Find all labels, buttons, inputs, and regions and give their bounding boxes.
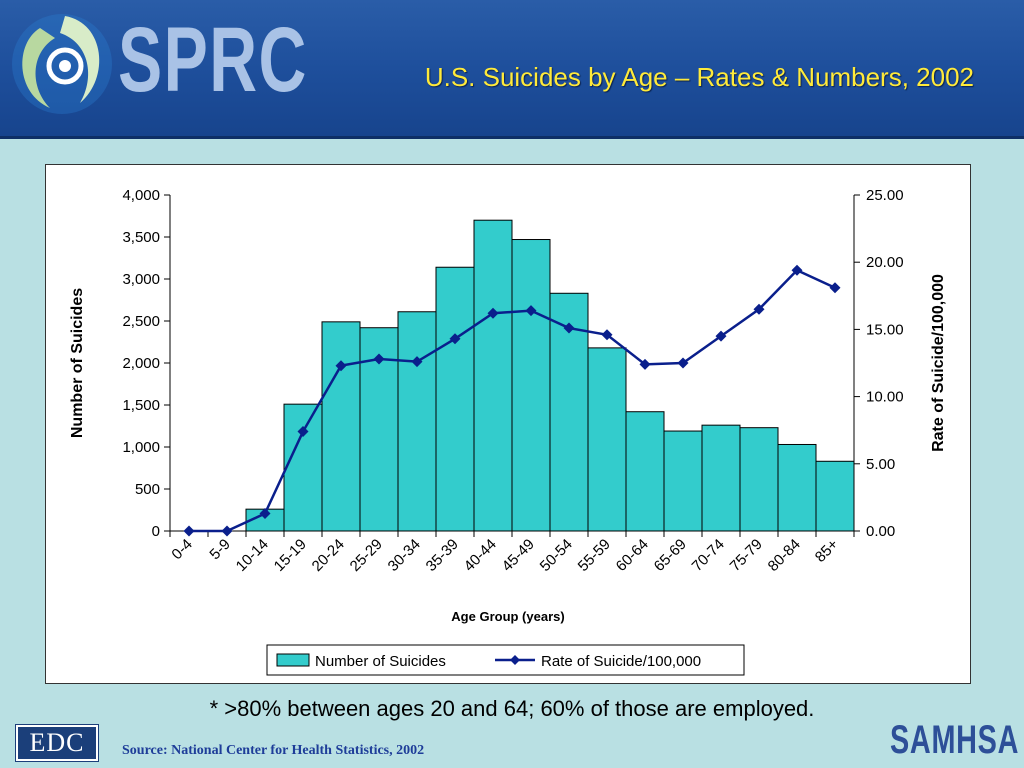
bar-70-74 (701, 424, 741, 532)
x-tick-label: 85+ (812, 536, 842, 566)
y-tick-label: 2,500 (122, 313, 160, 330)
sprc-logo-text: SPRC (118, 9, 308, 111)
bar-45-49 (511, 239, 551, 532)
x-tick-label: 80-84 (765, 536, 804, 575)
rate-point-60-64 (639, 358, 651, 370)
rate-point-85+ (829, 282, 841, 294)
x-axis-title: Age Group (years) (451, 609, 564, 624)
bar-65-69 (663, 430, 703, 532)
rate-point-5-9 (221, 525, 233, 537)
rate-point-10-14 (259, 508, 271, 520)
y2-axis-title: Rate of Suicide/100,000 (930, 274, 947, 452)
bar-40-44 (473, 219, 513, 532)
y2-tick-label: 0.00 (866, 523, 895, 540)
y-tick-label: 1,000 (122, 439, 160, 456)
rate-point-70-74 (715, 330, 727, 342)
x-tick-label: 35-39 (423, 536, 462, 575)
x-tick-label: 30-34 (385, 536, 424, 575)
rate-point-65-69 (677, 357, 689, 369)
footnote: * >80% between ages 20 and 64; 60% of th… (209, 696, 815, 721)
sprc-swirl-logo-icon (12, 14, 112, 114)
x-tick-label: 75-79 (727, 536, 766, 575)
rate-point-80-84 (791, 264, 803, 276)
rate-line (189, 268, 836, 533)
x-tick-label: 65-69 (651, 536, 690, 575)
legend-label-line: Rate of Suicide/100,000 (541, 653, 701, 670)
bar-85+ (815, 460, 855, 532)
bar-75-79 (739, 427, 779, 532)
legend-swatch-marker (510, 655, 520, 665)
source-note: Source: National Center for Health Stati… (122, 743, 425, 758)
rate-point-40-44 (487, 307, 499, 319)
y2-tick-label: 25.00 (866, 187, 904, 204)
y-tick-label: 2,000 (122, 355, 160, 372)
bar-35-39 (435, 266, 475, 532)
rate-point-50-54 (563, 322, 575, 334)
x-tick-label: 40-44 (461, 536, 500, 575)
x-tick-label: 0-4 (168, 536, 195, 563)
y-tick-label: 3,500 (122, 229, 160, 246)
bar-80-84 (777, 443, 817, 532)
x-tick-label: 25-29 (347, 536, 386, 575)
x-tick-label: 55-59 (575, 536, 614, 575)
rate-point-30-34 (411, 356, 423, 368)
y-tick-label: 1,500 (122, 397, 160, 414)
rate-point-45-49 (525, 305, 537, 317)
x-tick-label: 50-54 (537, 536, 576, 575)
bar-55-59 (587, 347, 627, 532)
rate-point-15-19 (297, 426, 309, 438)
y2-tick-label: 5.00 (866, 456, 895, 473)
x-tick-label: 5-9 (206, 536, 233, 563)
chart-container: 0 500 1,000 1,500 2,000 2,500 3,000 3,500 4,000 0… (45, 164, 971, 684)
bar-20-24 (321, 321, 361, 532)
slide-title: U.S. Suicides by Age – Rates & Numbers, … (424, 62, 974, 92)
bar-15-19 (283, 403, 323, 532)
bar-30-34 (397, 311, 437, 532)
bar-60-64 (625, 411, 665, 532)
rate-point-75-79 (753, 303, 765, 315)
legend-label-bars: Number of Suicides (315, 653, 446, 670)
y2-tick-label: 10.00 (866, 389, 904, 406)
x-tick-label: 10-14 (233, 536, 272, 575)
y-tick-label: 3,000 (122, 271, 160, 288)
rate-point-35-39 (449, 333, 461, 345)
x-tick-label: 15-19 (271, 536, 310, 575)
y-tick-label: 500 (135, 481, 160, 498)
rate-point-55-59 (601, 329, 613, 341)
y2-tick-label: 15.00 (866, 321, 904, 338)
slide-header: SPRC U.S. Suicides by Age – Rates & Numb… (0, 0, 1024, 139)
y-tick-label: 4,000 (122, 187, 160, 204)
combo-chart: 0 500 1,000 1,500 2,000 2,500 3,000 3,500 4,000 0… (69, 187, 947, 676)
y-axis-title: Number of Suicides (69, 288, 86, 438)
rate-point-25-29 (373, 353, 385, 365)
samhsa-logo: SAMHSA (890, 718, 1020, 762)
edc-logo: EDC (15, 724, 99, 762)
y-tick-label: 0 (152, 523, 160, 540)
y2-tick-label: 20.00 (866, 254, 904, 271)
x-tick-label: 60-64 (613, 536, 652, 575)
rate-point-0-4 (183, 525, 195, 537)
x-tick-label: 45-49 (499, 536, 538, 575)
x-tick-label: 20-24 (309, 536, 348, 575)
legend-swatch-bars (276, 653, 310, 667)
x-tick-label: 70-74 (689, 536, 728, 575)
rate-point-20-24 (335, 360, 347, 372)
